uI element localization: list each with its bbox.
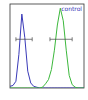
plot-area (10, 8, 84, 88)
gate-marker (50, 37, 72, 41)
chart: control (0, 0, 88, 100)
gate-marker (16, 37, 32, 41)
histogram-line (10, 14, 84, 88)
histogram-line (10, 8, 84, 88)
plot-frame (10, 4, 84, 88)
legend-label: control (61, 5, 82, 12)
